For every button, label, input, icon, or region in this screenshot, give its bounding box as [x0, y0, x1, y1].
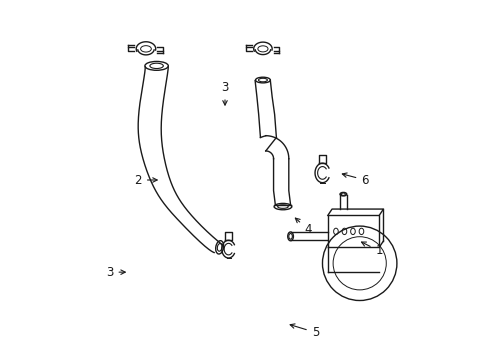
Text: 3: 3: [221, 81, 228, 105]
Text: 2: 2: [134, 174, 157, 186]
Text: 3: 3: [106, 266, 125, 279]
Text: 1: 1: [361, 242, 382, 257]
Text: 4: 4: [295, 218, 311, 236]
Text: 5: 5: [289, 324, 319, 339]
Text: 6: 6: [342, 173, 368, 186]
